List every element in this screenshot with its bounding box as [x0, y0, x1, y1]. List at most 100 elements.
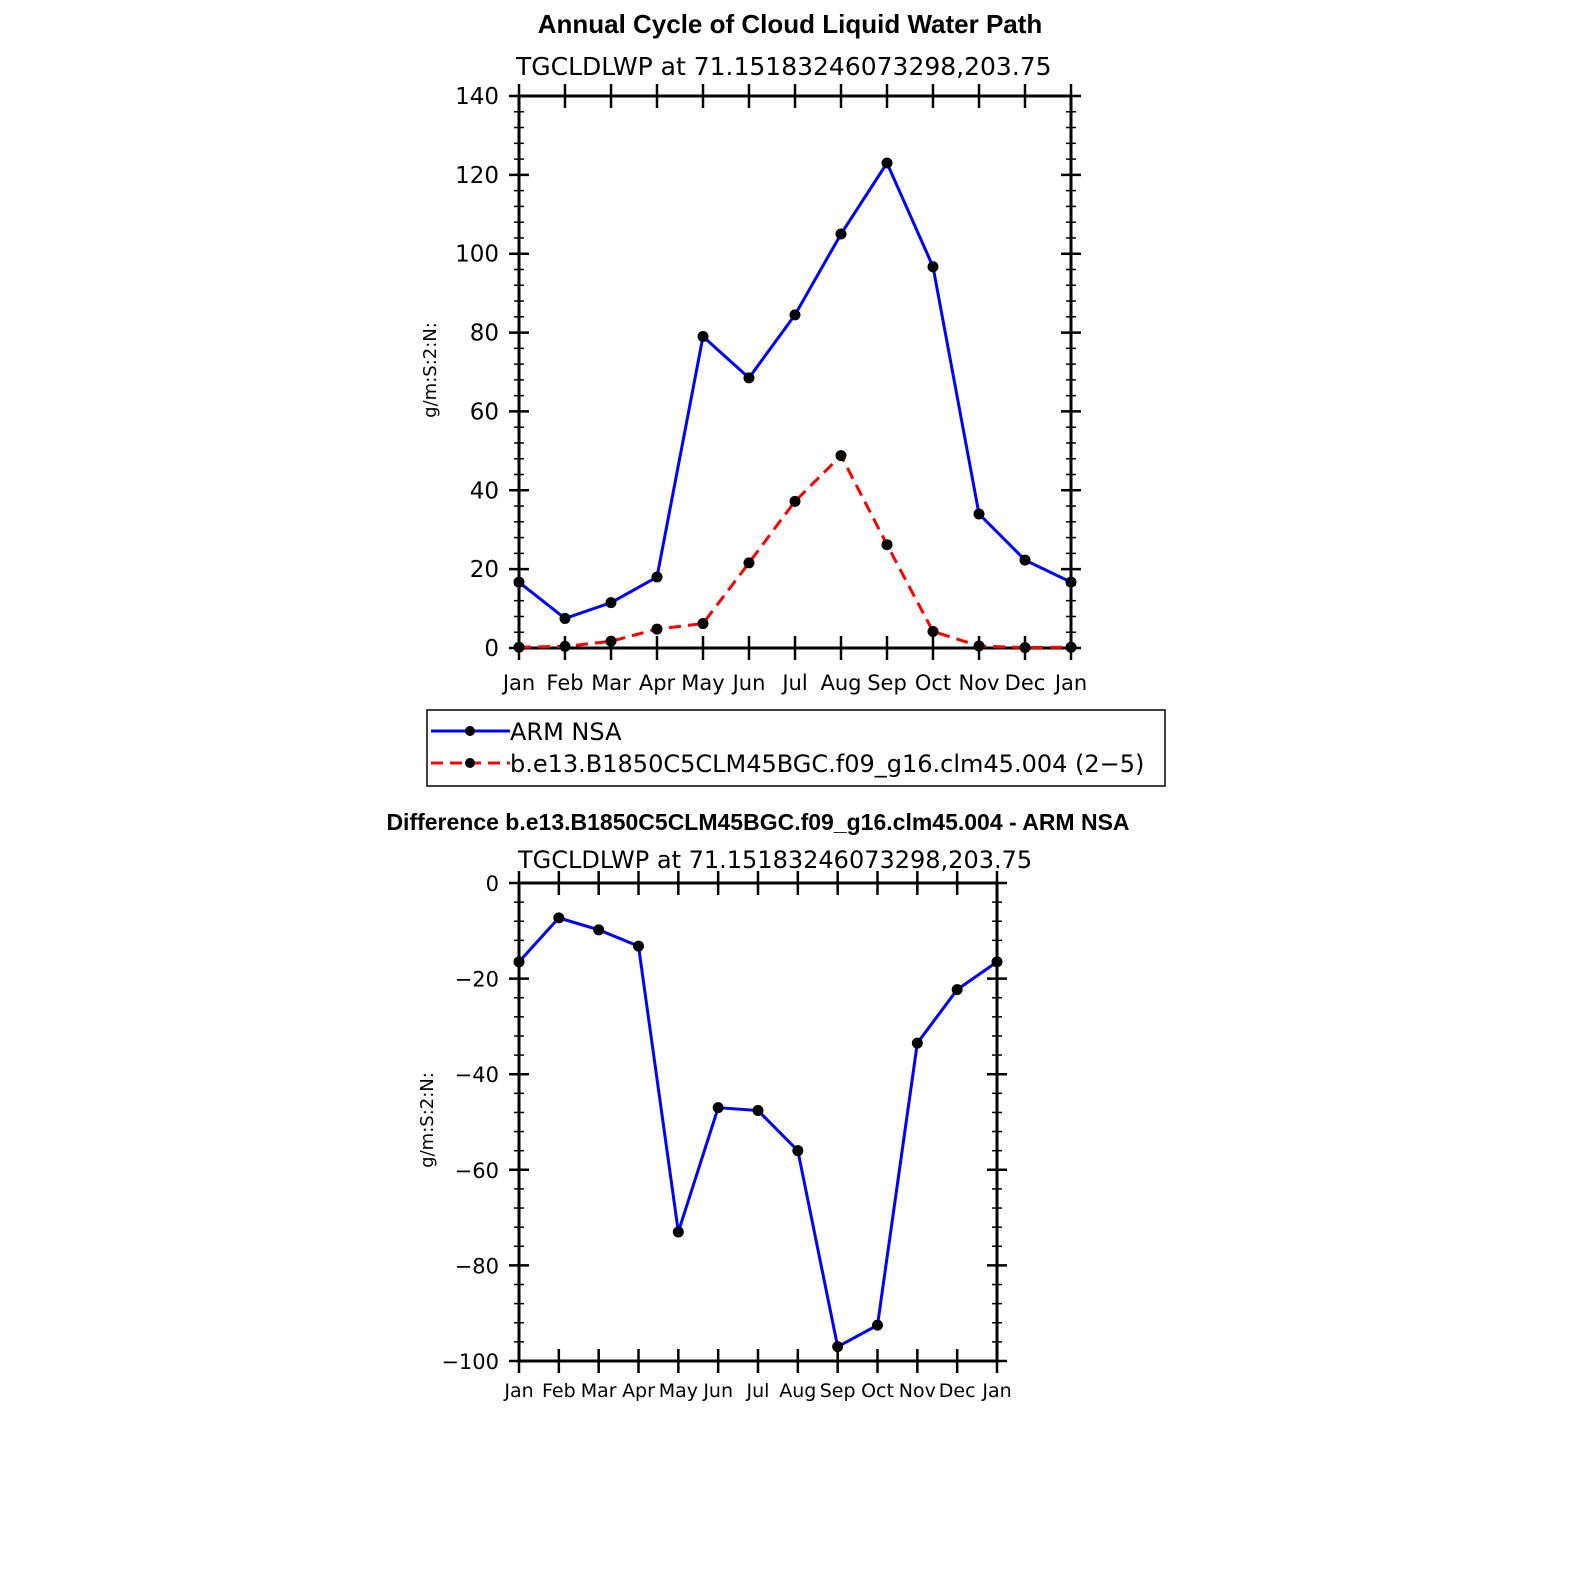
y-tick-label: −40	[455, 1063, 499, 1087]
data-point	[712, 1102, 724, 1114]
x-tick-label: Oct	[861, 1380, 894, 1402]
x-tick-label: Aug	[820, 671, 861, 695]
plot-frame	[517, 881, 999, 1363]
data-point	[513, 641, 525, 653]
data-point	[605, 635, 617, 647]
x-tick-label: Jan	[981, 1380, 1011, 1402]
x-tick-label: Aug	[779, 1380, 816, 1402]
y-tick-label: 40	[470, 478, 499, 504]
data-point	[991, 956, 1003, 968]
x-tick-label: Mar	[581, 1380, 617, 1402]
data-point	[927, 261, 939, 273]
data-point	[1065, 576, 1077, 588]
data-point	[593, 924, 605, 936]
data-point	[1065, 641, 1077, 653]
x-tick-label: Dec	[939, 1380, 976, 1402]
y-tick-label: 120	[455, 163, 499, 189]
data-point	[651, 571, 663, 583]
series-line-1	[518, 453, 1072, 650]
y-tick-label: 20	[470, 557, 499, 583]
data-point	[1019, 642, 1031, 654]
x-tick-label: Jul	[780, 671, 807, 695]
x-tick-label: Jun	[731, 671, 766, 695]
data-point	[743, 557, 755, 569]
legend: ARM NSA b.e13.B1850C5CLM45BGC.f09_g16.cl…	[426, 709, 1166, 787]
legend-marker-arm-nsa	[465, 726, 475, 736]
data-point	[881, 157, 893, 169]
x-tick-label: Apr	[639, 671, 676, 695]
data-point	[672, 1226, 684, 1238]
x-tick-label: Jan	[1053, 671, 1087, 695]
plot-frame	[517, 94, 1073, 650]
data-point	[973, 508, 985, 520]
x-tick-label: Jan	[503, 1380, 533, 1402]
series-line-0	[517, 916, 998, 1349]
data-point	[789, 495, 801, 507]
data-point	[513, 576, 525, 588]
y-tick-label: 80	[470, 321, 499, 347]
legend-label-model: b.e13.B1850C5CLM45BGC.f09_g16.clm45.004 …	[510, 750, 1144, 778]
data-point	[553, 912, 565, 924]
x-tick-label: Nov	[959, 671, 1000, 695]
data-point	[973, 640, 985, 652]
data-point	[1019, 554, 1031, 566]
data-point	[651, 623, 663, 635]
data-point	[633, 940, 644, 952]
legend-marker-model	[465, 758, 475, 768]
y-tick-label: 0	[484, 636, 499, 662]
data-point	[881, 539, 893, 551]
series-line-0	[518, 159, 1072, 621]
x-tick-label: Jan	[501, 671, 535, 695]
chart-subtitle: TGCLDLWP at 71.15183246073298,203.75	[515, 52, 1052, 81]
x-tick-label: Jun	[702, 1380, 733, 1402]
y-tick-label: 0	[486, 872, 499, 896]
x-tick-label: Dec	[1005, 671, 1046, 695]
x-tick-label: Feb	[546, 671, 583, 695]
data-point	[911, 1037, 923, 1049]
data-point	[559, 612, 571, 624]
x-tick-label: May	[659, 1380, 698, 1402]
data-point	[835, 450, 847, 462]
data-point	[697, 618, 709, 630]
data-point	[559, 640, 571, 652]
x-tick-label: Jul	[746, 1380, 770, 1402]
legend-label-arm-nsa: ARM NSA	[510, 718, 622, 746]
x-tick-label: Mar	[591, 671, 631, 695]
y-tick-label: −100	[441, 1350, 499, 1374]
x-tick-label: Oct	[915, 671, 951, 695]
y-axis-label: g/m:S:2:N:	[420, 322, 441, 418]
annual-cycle-chart: Annual Cycle of Cloud Liquid Water Path …	[420, 9, 1166, 787]
x-tick-label: Nov	[899, 1380, 936, 1402]
x-tick-label: Feb	[542, 1380, 576, 1402]
data-point	[752, 1105, 764, 1117]
data-point	[835, 228, 847, 240]
x-tick-label: Sep	[820, 1380, 856, 1402]
difference-chart: Difference b.e13.B1850C5CLM45BGC.f09_g16…	[386, 809, 1129, 1402]
data-point	[513, 956, 525, 968]
data-point	[605, 597, 617, 609]
x-tick-label: May	[681, 671, 724, 695]
data-point	[951, 984, 963, 996]
y-tick-label: −60	[455, 1159, 499, 1183]
y-axis-label: g/m:S:2:N:	[417, 1072, 438, 1168]
chart-subtitle: TGCLDLWP at 71.15183246073298,203.75	[517, 846, 1032, 874]
x-tick-label: Sep	[867, 671, 907, 695]
data-point	[743, 372, 755, 384]
legend-box	[426, 709, 1166, 787]
chart-title: Difference b.e13.B1850C5CLM45BGC.f09_g16…	[386, 809, 1129, 835]
chart-title: Annual Cycle of Cloud Liquid Water Path	[538, 9, 1043, 39]
data-point	[697, 331, 709, 343]
y-tick-label: 100	[455, 242, 499, 268]
data-point	[872, 1319, 883, 1331]
plot-area: 0 20 40 60 80 100 120 140 Jan Feb Mar Apr May Jun Jul A…	[455, 84, 1087, 695]
data-point	[792, 1145, 804, 1157]
y-tick-label: −20	[455, 968, 499, 992]
y-tick-label: 140	[455, 84, 499, 110]
data-point	[789, 309, 801, 321]
y-tick-label: −80	[455, 1254, 499, 1278]
y-tick-label: 60	[470, 399, 499, 425]
x-tick-label: Apr	[622, 1380, 655, 1402]
data-point	[927, 625, 939, 637]
